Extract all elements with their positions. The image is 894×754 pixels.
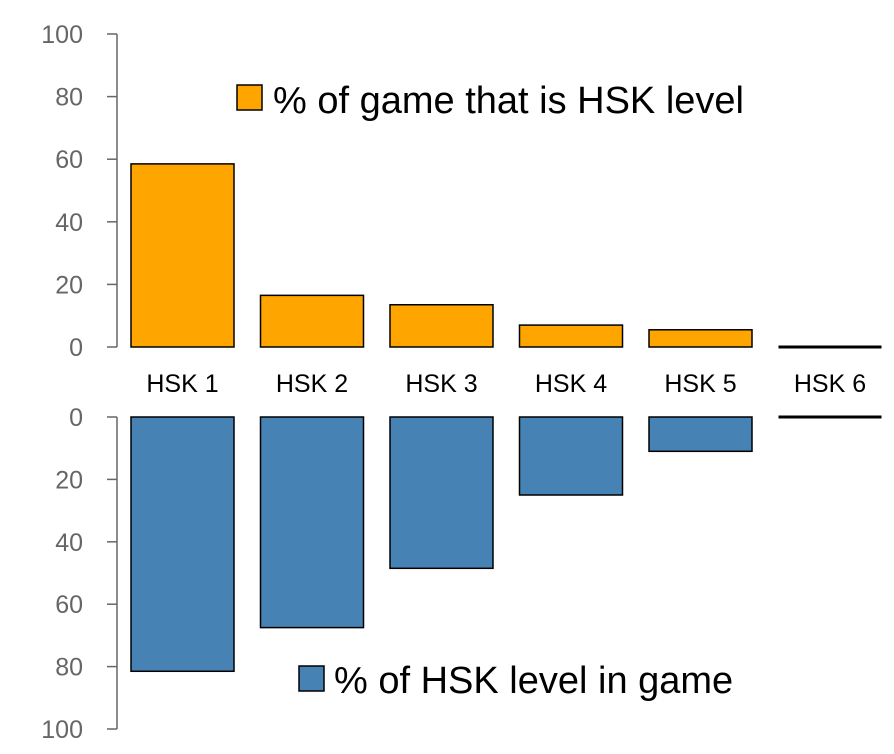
legend-swatch-top: [236, 84, 263, 111]
category-labels: HSK 1 HSK 2 HSK 3 HSK 4 HSK 5 HSK 6: [146, 370, 866, 398]
category-label: HSK 1: [146, 370, 218, 398]
bottom-y-tick-label: 100: [41, 716, 83, 744]
category-label: HSK 4: [535, 370, 607, 398]
bottom-y-tick-label: 80: [55, 654, 83, 682]
top-bar: [389, 303, 494, 348]
category-label: HSK 6: [794, 370, 866, 398]
top-y-tick-label: 60: [55, 146, 83, 174]
legend-swatch-bottom: [298, 665, 325, 692]
bottom-bar: [259, 416, 365, 629]
bottom-bar: [518, 416, 624, 496]
top-y-tick-label: 0: [69, 334, 83, 362]
top-bar: [518, 324, 624, 348]
bottom-y-tick-label: 60: [55, 591, 83, 619]
top-y-tick-label: 100: [41, 21, 83, 49]
legend-top: % of game that is HSK level: [236, 80, 744, 122]
legend-bottom: % of HSK level in game: [298, 660, 733, 702]
bottom-bar: [648, 416, 753, 453]
legend-label-bottom: % of HSK level in game: [334, 660, 733, 702]
top-panel: 0 20 40 60 80 100: [41, 21, 882, 362]
top-bar: [259, 294, 365, 348]
bottom-y-tick-label: 0: [69, 404, 83, 432]
category-label: HSK 5: [664, 370, 736, 398]
bottom-y-tick-label: 40: [55, 529, 83, 557]
top-bar: [130, 163, 235, 348]
legend-label-top: % of game that is HSK level: [273, 80, 744, 122]
top-y-tick-label: 80: [55, 84, 83, 112]
bottom-bar: [130, 416, 235, 673]
bottom-bar: [389, 416, 494, 570]
category-label: HSK 3: [405, 370, 477, 398]
top-y-tick-label: 40: [55, 209, 83, 237]
top-y-tick-label: 20: [55, 271, 83, 299]
bottom-panel: 0 20 40 60 80 100: [41, 404, 882, 744]
top-bar: [648, 329, 753, 348]
category-label: HSK 2: [276, 370, 348, 398]
bottom-y-tick-label: 20: [55, 466, 83, 494]
